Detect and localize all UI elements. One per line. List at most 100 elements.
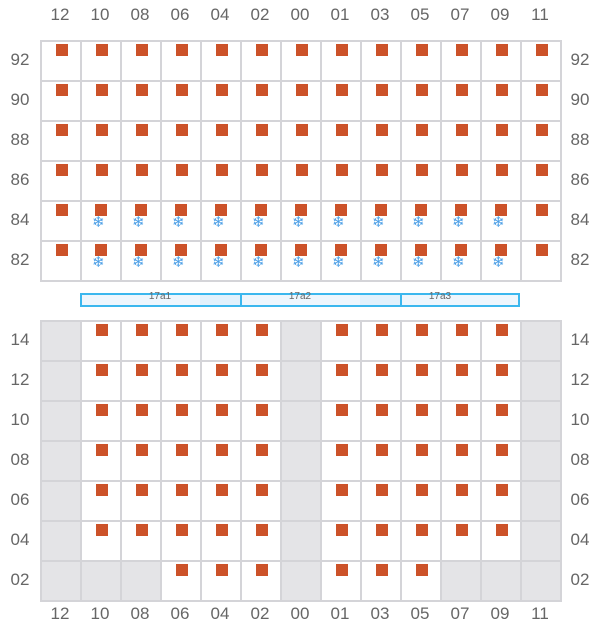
rack-cell[interactable] xyxy=(162,82,202,122)
rack-square[interactable] xyxy=(416,44,428,56)
rack-square[interactable] xyxy=(256,484,268,496)
rack-square[interactable] xyxy=(176,44,188,56)
rack-square[interactable] xyxy=(175,244,187,256)
rack-cell[interactable] xyxy=(202,42,242,82)
rack-cell[interactable] xyxy=(362,482,402,522)
rack-cell[interactable] xyxy=(282,162,322,202)
rack-square[interactable] xyxy=(416,164,428,176)
rack-cell[interactable] xyxy=(482,362,522,402)
rack-cell[interactable] xyxy=(442,322,482,362)
rack-square[interactable] xyxy=(95,244,107,256)
rack-cell[interactable] xyxy=(42,482,82,522)
rack-square[interactable] xyxy=(136,484,148,496)
rack-square[interactable] xyxy=(335,204,347,216)
rack-cell[interactable] xyxy=(402,482,442,522)
rack-cell[interactable] xyxy=(402,562,442,602)
rack-cell[interactable] xyxy=(442,562,482,602)
rack-square[interactable] xyxy=(456,44,468,56)
rack-cell[interactable] xyxy=(482,162,522,202)
rack-square[interactable] xyxy=(136,164,148,176)
rack-cell[interactable] xyxy=(362,122,402,162)
rack-square[interactable] xyxy=(336,84,348,96)
rack-cell[interactable] xyxy=(402,82,442,122)
rack-cell[interactable] xyxy=(322,442,362,482)
rack-cell[interactable]: ❄ xyxy=(442,202,482,242)
rack-cell[interactable] xyxy=(82,402,122,442)
rack-square[interactable] xyxy=(456,324,468,336)
rack-cell[interactable] xyxy=(322,42,362,82)
rack-square[interactable] xyxy=(376,444,388,456)
rack-cell[interactable] xyxy=(82,42,122,82)
rack-square[interactable] xyxy=(215,204,227,216)
rack-cell[interactable] xyxy=(322,562,362,602)
rack-cell[interactable] xyxy=(522,442,562,482)
rack-cell[interactable]: ❄ xyxy=(282,242,322,282)
rack-cell[interactable] xyxy=(282,402,322,442)
rack-square[interactable] xyxy=(336,444,348,456)
rack-cell[interactable] xyxy=(402,362,442,402)
rack-square[interactable] xyxy=(336,524,348,536)
rack-cell[interactable] xyxy=(442,82,482,122)
rack-square[interactable] xyxy=(96,44,108,56)
rack-cell[interactable] xyxy=(322,362,362,402)
rack-cell[interactable] xyxy=(442,442,482,482)
rack-cell[interactable] xyxy=(282,122,322,162)
rack-cell[interactable] xyxy=(482,402,522,442)
rack-cell[interactable]: ❄ xyxy=(82,202,122,242)
rack-cell[interactable] xyxy=(202,442,242,482)
rack-cell[interactable] xyxy=(282,482,322,522)
rack-cell[interactable] xyxy=(202,562,242,602)
rack-cell[interactable] xyxy=(522,122,562,162)
rack-square[interactable] xyxy=(495,204,507,216)
rack-square[interactable] xyxy=(136,84,148,96)
rack-cell[interactable]: ❄ xyxy=(402,202,442,242)
rack-square[interactable] xyxy=(256,444,268,456)
rack-square[interactable] xyxy=(256,564,268,576)
rack-cell[interactable] xyxy=(42,402,82,442)
rack-square[interactable] xyxy=(56,244,68,256)
rack-cell[interactable] xyxy=(242,42,282,82)
rack-square[interactable] xyxy=(256,404,268,416)
rack-square[interactable] xyxy=(336,124,348,136)
rack-cell[interactable] xyxy=(42,522,82,562)
rack-square[interactable] xyxy=(296,164,308,176)
rack-square[interactable] xyxy=(176,324,188,336)
rack-square[interactable] xyxy=(416,84,428,96)
rack-cell[interactable] xyxy=(522,202,562,242)
rack-square[interactable] xyxy=(176,404,188,416)
rack-cell[interactable] xyxy=(82,522,122,562)
rack-cell[interactable] xyxy=(282,82,322,122)
rack-cell[interactable] xyxy=(402,442,442,482)
rack-square[interactable] xyxy=(456,84,468,96)
rack-cell[interactable]: ❄ xyxy=(402,242,442,282)
rack-square[interactable] xyxy=(176,124,188,136)
rack-square[interactable] xyxy=(496,124,508,136)
rack-square[interactable] xyxy=(455,244,467,256)
rack-square[interactable] xyxy=(416,364,428,376)
rack-square[interactable] xyxy=(176,524,188,536)
rack-square[interactable] xyxy=(176,484,188,496)
rack-square[interactable] xyxy=(416,404,428,416)
rack-square[interactable] xyxy=(136,324,148,336)
rack-cell[interactable] xyxy=(122,522,162,562)
rack-cell[interactable]: ❄ xyxy=(482,242,522,282)
rack-cell[interactable] xyxy=(522,522,562,562)
rack-cell[interactable] xyxy=(282,562,322,602)
aisle-17a3[interactable] xyxy=(400,293,520,307)
rack-square[interactable] xyxy=(56,164,68,176)
rack-square[interactable] xyxy=(216,164,228,176)
rack-cell[interactable] xyxy=(522,322,562,362)
rack-square[interactable] xyxy=(496,364,508,376)
rack-cell[interactable] xyxy=(442,122,482,162)
rack-cell[interactable] xyxy=(482,522,522,562)
rack-square[interactable] xyxy=(376,324,388,336)
rack-cell[interactable] xyxy=(282,442,322,482)
rack-cell[interactable] xyxy=(82,482,122,522)
rack-cell[interactable] xyxy=(82,322,122,362)
rack-square[interactable] xyxy=(256,84,268,96)
rack-square[interactable] xyxy=(496,444,508,456)
rack-cell[interactable] xyxy=(242,82,282,122)
rack-cell[interactable] xyxy=(162,42,202,82)
rack-square[interactable] xyxy=(336,324,348,336)
rack-cell[interactable] xyxy=(322,122,362,162)
